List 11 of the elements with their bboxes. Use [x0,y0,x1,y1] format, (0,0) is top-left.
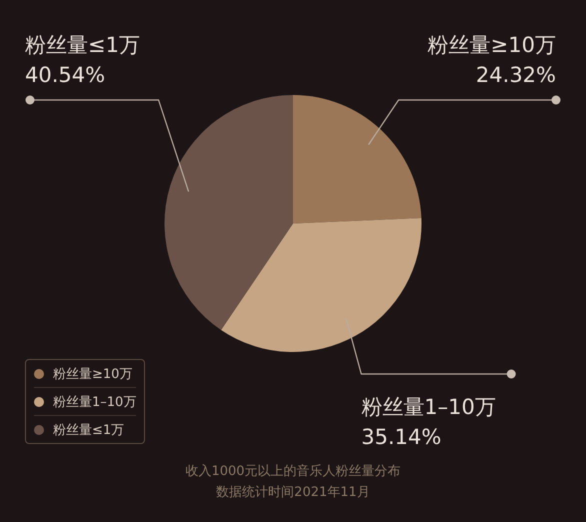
data-label: 35.14% [361,425,442,449]
text: 收入1000元以上的音乐人粉丝量分布 [184,463,402,480]
data-label: 40.54% [25,63,106,87]
legend-label: 粉丝量≥10万 [53,366,132,382]
data-label: 24.32% [476,63,556,87]
slice-label: 粉丝量≤1万 [25,33,140,57]
legend-label: 粉丝量1–10万 [53,394,136,410]
slice-label: 粉丝量1–10万 [361,395,496,419]
text: 数据统计时间2021年11月 [215,484,371,501]
slice-label: 粉丝量≥10万 [428,33,556,57]
legend-label: 粉丝量≤1万 [53,422,124,438]
